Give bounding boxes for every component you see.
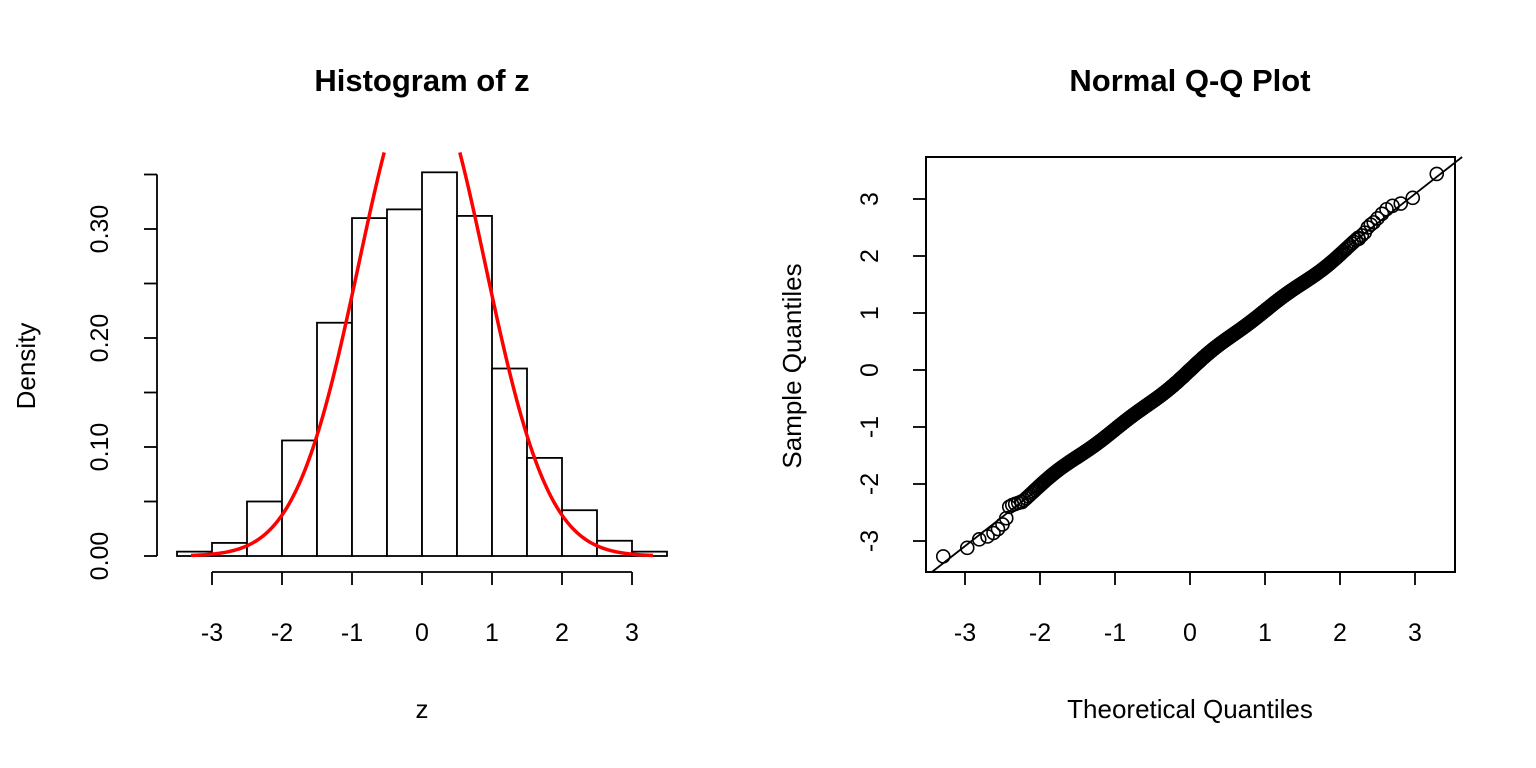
histogram-bar bbox=[491, 367, 528, 557]
histogram-y-tick-label: 0.20 bbox=[86, 314, 114, 363]
qq-point bbox=[959, 540, 975, 556]
histogram-bar bbox=[316, 321, 353, 557]
qq-x-tick-label: -1 bbox=[1104, 619, 1126, 647]
histogram-y-label: Density bbox=[11, 323, 41, 410]
histogram-x-tick-label: -2 bbox=[271, 619, 293, 647]
histogram-y-tick-label: 0.00 bbox=[86, 532, 114, 581]
qq-y-label: Sample Quantiles bbox=[777, 263, 807, 468]
histogram-x-tick-label: 2 bbox=[555, 619, 569, 647]
qq-x-tick-label: -3 bbox=[954, 619, 976, 647]
qq-point bbox=[1013, 494, 1029, 509]
qq-y-tick-label: 3 bbox=[856, 192, 884, 206]
histogram-bar bbox=[386, 208, 423, 557]
qq-reference-line bbox=[931, 156, 1463, 573]
histogram-y-tick-label: 0.30 bbox=[86, 205, 114, 254]
qq-x-tick-label: 3 bbox=[1408, 619, 1422, 647]
histogram-x-tick-label: 0 bbox=[415, 619, 429, 647]
histogram-panel: Histogram of z -3 -2 -1 0 1 2 3 0.000.100.200.… bbox=[11, 63, 668, 724]
qq-y-axis: -3 -2 -1 0 1 2 3 bbox=[856, 192, 926, 552]
histogram-x-label: z bbox=[416, 694, 429, 724]
normal-density-curve bbox=[190, 151, 654, 558]
qq-x-tick-label: 0 bbox=[1183, 619, 1197, 647]
qq-y-tick-label: -1 bbox=[856, 416, 884, 438]
qq-point bbox=[986, 525, 1001, 541]
histogram-y-axis: 0.00 0.10 0.20 0.30 bbox=[86, 173, 158, 581]
histogram-bar bbox=[281, 439, 318, 557]
qq-x-tick-label: 2 bbox=[1333, 619, 1347, 647]
qq-points bbox=[935, 166, 1445, 564]
qq-title: Normal Q-Q Plot bbox=[1069, 63, 1310, 98]
qq-y-tick-label: 2 bbox=[856, 249, 884, 263]
qq-x-tick-label: -2 bbox=[1029, 619, 1051, 647]
histogram-y-tick-label: 0.10 bbox=[86, 423, 114, 472]
qq-y-tick-label: -3 bbox=[856, 530, 884, 552]
histogram-title: Histogram of z bbox=[314, 63, 529, 98]
qq-point bbox=[1393, 196, 1409, 211]
histogram-bar bbox=[246, 500, 283, 557]
histogram-bar bbox=[421, 171, 458, 557]
qq-x-axis: -3 -2 -1 0 1 2 3 bbox=[954, 572, 1422, 647]
histogram-x-tick-label: 3 bbox=[625, 619, 639, 647]
qq-y-tick-label: 1 bbox=[856, 306, 884, 320]
qq-point bbox=[990, 521, 1006, 537]
qq-point bbox=[1429, 166, 1445, 182]
histogram-x-axis: -3 -2 -1 0 1 2 3 bbox=[201, 571, 639, 647]
qq-point bbox=[935, 549, 951, 564]
qq-y-tick-label: -2 bbox=[856, 473, 884, 495]
qq-point bbox=[1405, 190, 1421, 206]
qq-plot-panel: Normal Q-Q Plot -3 -2 -1 0 1 2 3 -3 -2 -1 0 1 2 3 Th… bbox=[777, 63, 1463, 724]
histogram-x-tick-label: -1 bbox=[341, 619, 363, 647]
qq-x-tick-label: 1 bbox=[1258, 619, 1272, 647]
histogram-bar bbox=[561, 509, 598, 557]
qq-point bbox=[1366, 215, 1382, 230]
qq-x-label: Theoretical Quantiles bbox=[1067, 694, 1313, 724]
histogram-x-tick-label: -3 bbox=[201, 619, 223, 647]
histogram-x-tick-label: 1 bbox=[485, 619, 499, 647]
qq-y-tick-label: 0 bbox=[856, 363, 884, 377]
histogram-bars bbox=[176, 171, 668, 557]
